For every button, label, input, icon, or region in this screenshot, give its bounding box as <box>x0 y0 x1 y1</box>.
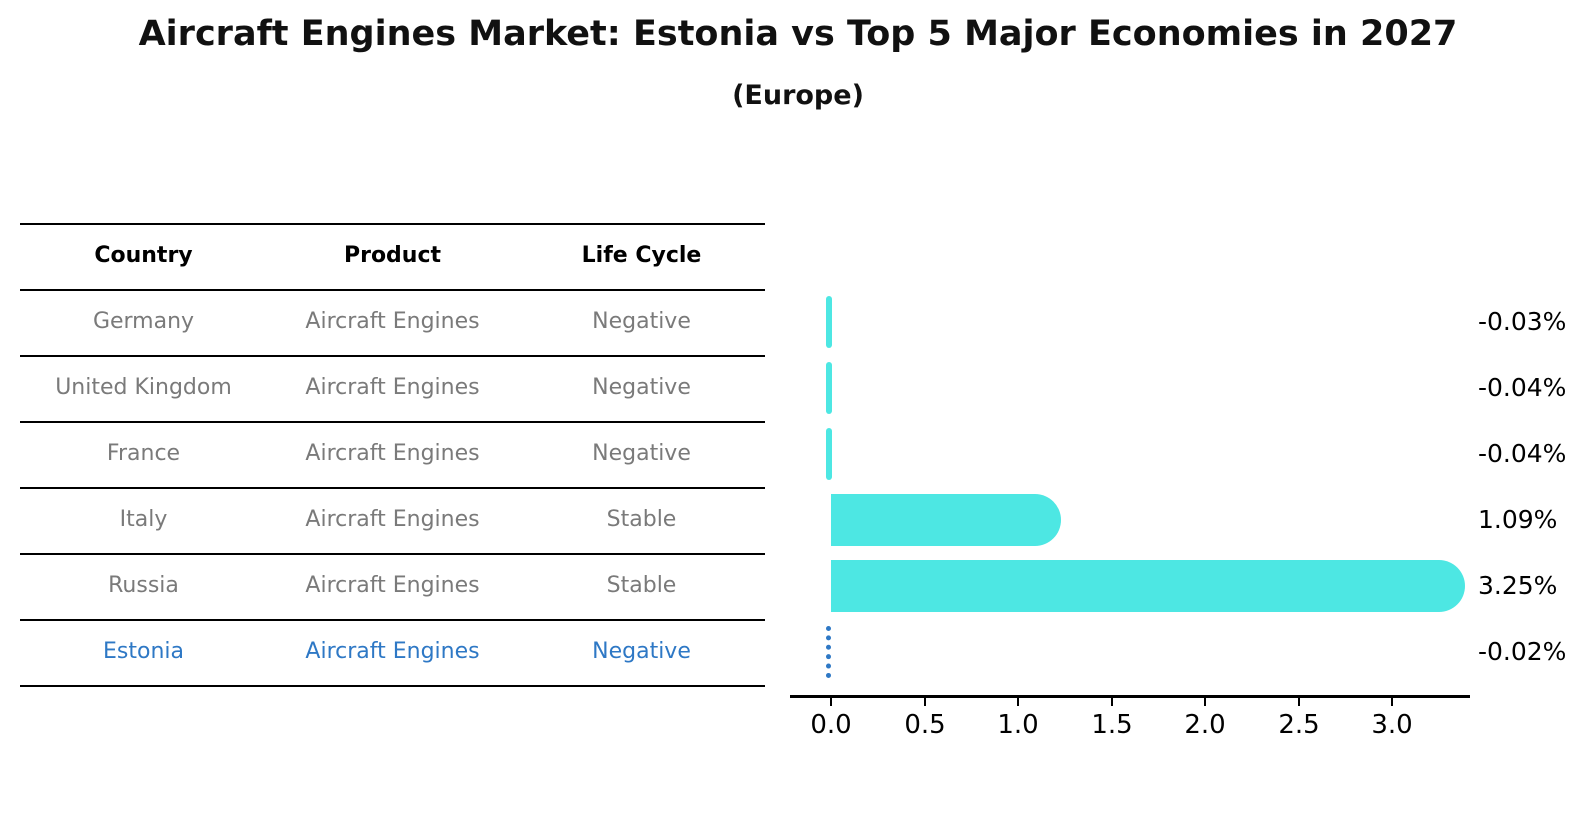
x-tick <box>1017 698 1019 706</box>
x-tick-label-2.5: 2.5 <box>1278 710 1320 740</box>
table-row-divider <box>20 553 765 555</box>
cell-product: Aircraft Engines <box>305 441 480 466</box>
cell-country: Estonia <box>103 639 184 664</box>
header-life-cycle: Life Cycle <box>581 243 702 268</box>
page-subtitle: (Europe) <box>732 80 864 111</box>
cell-product: Aircraft Engines <box>305 375 480 400</box>
header-product: Product <box>343 243 442 268</box>
cell-life-cycle: Negative <box>592 309 691 334</box>
value-label-united-kingdom: -0.04% <box>1478 373 1567 402</box>
cell-product: Aircraft Engines <box>305 639 480 664</box>
x-axis <box>790 695 1470 698</box>
bar-france <box>826 428 832 480</box>
value-label-germany: -0.03% <box>1478 307 1567 336</box>
x-tick <box>830 698 832 706</box>
table-row-united-kingdom: United Kingdom Aircraft Engines Negative <box>20 355 765 421</box>
table-header-divider <box>20 289 765 291</box>
bar-russia <box>831 560 1465 612</box>
cell-life-cycle: Negative <box>592 639 691 664</box>
x-tick <box>924 698 926 706</box>
x-tick-label-2.0: 2.0 <box>1184 710 1226 740</box>
x-tick <box>1111 698 1113 706</box>
estonia-dotted-marker <box>826 626 831 678</box>
table-row-germany: Germany Aircraft Engines Negative <box>20 289 765 355</box>
cell-life-cycle: Stable <box>606 573 677 598</box>
cell-country: Russia <box>108 573 179 598</box>
table-row-divider <box>20 421 765 423</box>
cell-country: United Kingdom <box>55 375 232 400</box>
cell-country: France <box>106 441 181 466</box>
table-row-russia: Russia Aircraft Engines Stable <box>20 553 765 619</box>
comparison-table: Country Product Life Cycle Germany Aircr… <box>20 223 765 687</box>
bar-germany <box>826 296 832 348</box>
cell-life-cycle: Negative <box>592 441 691 466</box>
table-row-italy: Italy Aircraft Engines Stable <box>20 487 765 553</box>
table-row-divider <box>20 619 765 621</box>
cell-product: Aircraft Engines <box>305 507 480 532</box>
table-header-row: Country Product Life Cycle <box>20 223 765 289</box>
x-tick <box>1298 698 1300 706</box>
table-row-france: France Aircraft Engines Negative <box>20 421 765 487</box>
x-tick-label-1.5: 1.5 <box>1091 710 1133 740</box>
cell-life-cycle: Stable <box>606 507 677 532</box>
x-tick-label-3.0: 3.0 <box>1371 710 1413 740</box>
cell-country: Italy <box>119 507 168 532</box>
value-label-russia: 3.25% <box>1478 571 1558 600</box>
header-country: Country <box>94 243 193 268</box>
cell-product: Aircraft Engines <box>305 573 480 598</box>
table-row-estonia: Estonia Aircraft Engines Negative <box>20 619 765 685</box>
bar-united-kingdom <box>826 362 832 414</box>
cell-life-cycle: Negative <box>592 375 691 400</box>
table-row-divider <box>20 355 765 357</box>
table-border-bottom <box>20 685 765 687</box>
table-row-divider <box>20 487 765 489</box>
bar-italy <box>831 494 1061 546</box>
x-tick <box>1204 698 1206 706</box>
table-border-top <box>20 223 765 225</box>
x-tick-label-0.0: 0.0 <box>810 710 852 740</box>
cell-product: Aircraft Engines <box>305 309 480 334</box>
value-label-france: -0.04% <box>1478 439 1567 468</box>
cell-country: Germany <box>92 309 195 334</box>
page-title: Aircraft Engines Market: Estonia vs Top … <box>138 14 1458 54</box>
x-tick-label-1.0: 1.0 <box>997 710 1039 740</box>
value-label-estonia: -0.02% <box>1478 637 1567 666</box>
x-tick-label-0.5: 0.5 <box>904 710 946 740</box>
x-tick <box>1391 698 1393 706</box>
value-label-italy: 1.09% <box>1478 505 1558 534</box>
